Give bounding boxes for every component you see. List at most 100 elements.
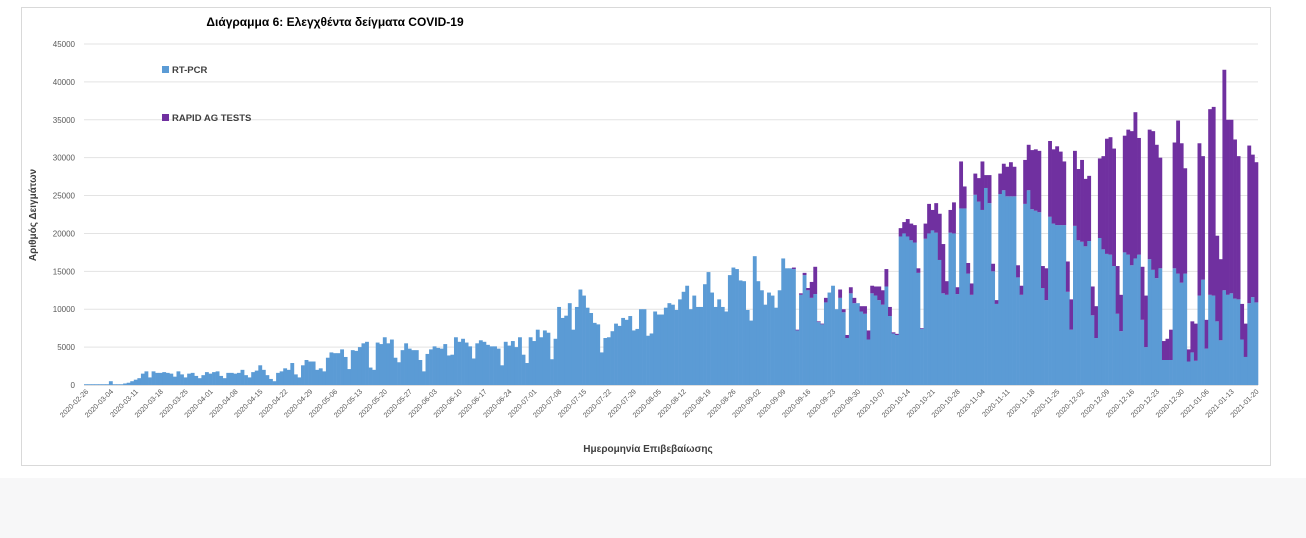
bar-rt-pcr (571, 329, 576, 385)
bar-rapid-ag (1254, 162, 1259, 303)
bar-rt-pcr (695, 306, 700, 385)
bar-rt-pcr (1144, 347, 1149, 385)
bar-rt-pcr (574, 306, 579, 385)
bar-rt-pcr (1012, 196, 1017, 385)
bar-rapid-ag (1193, 323, 1198, 361)
bar-rapid-ag (888, 306, 892, 317)
bar-rt-pcr (1087, 241, 1092, 385)
bar-rt-pcr (510, 341, 515, 385)
bar-rt-pcr (813, 294, 818, 385)
bar-rt-pcr (503, 341, 508, 385)
bar-rapid-ag (1062, 161, 1067, 226)
bar-rapid-ag (848, 287, 853, 294)
bar-rt-pcr (909, 240, 914, 385)
bar-rt-pcr (354, 350, 359, 385)
bar-rt-pcr (841, 312, 846, 385)
bar-rapid-ag (966, 262, 971, 274)
bar-rapid-ag (987, 175, 992, 204)
bar-rapid-ag (866, 330, 871, 340)
bar-rapid-ag (1030, 150, 1035, 210)
bar-rt-pcr (290, 363, 295, 385)
bar-rt-pcr (710, 292, 714, 385)
bar-rapid-ag (873, 286, 878, 296)
bar-rt-pcr (688, 309, 693, 385)
y-tick-label: 20000 (53, 229, 76, 238)
bar-rt-pcr (94, 384, 99, 385)
bar-rt-pcr (1204, 348, 1209, 385)
bar-rapid-ag (1126, 129, 1131, 255)
bar-rt-pcr (112, 384, 117, 385)
bar-rt-pcr (638, 309, 643, 385)
bar-rapid-ag (902, 222, 907, 234)
bar-rapid-ag (1058, 151, 1063, 226)
bar-rt-pcr (133, 379, 138, 385)
bar-rt-pcr (685, 285, 690, 385)
bar-rt-pcr (809, 297, 814, 385)
bar-rt-pcr (375, 342, 380, 385)
bar-rapid-ag (1218, 259, 1223, 341)
bar-rapid-ag (809, 281, 814, 298)
bar-rt-pcr (1119, 331, 1124, 385)
bar-rt-pcr (788, 268, 793, 385)
bar-rapid-ag (1144, 295, 1149, 348)
bar-rt-pcr (528, 337, 533, 385)
bar-rt-pcr (425, 353, 430, 385)
bar-rt-pcr (546, 332, 551, 385)
bar-rt-pcr (1040, 288, 1045, 385)
bar-rt-pcr (599, 352, 604, 385)
bar-rapid-ag (1069, 299, 1074, 330)
bar-rt-pcr (905, 236, 910, 385)
bar-rt-pcr (489, 346, 494, 385)
bar-rt-pcr (1161, 359, 1166, 385)
bar-rt-pcr (1190, 352, 1195, 385)
bar-rt-pcr (130, 381, 135, 385)
bar-rt-pcr (727, 275, 732, 385)
bar-rapid-ag (859, 306, 864, 312)
bar-rt-pcr (443, 344, 448, 385)
bar-rapid-ag (930, 209, 935, 231)
bar-rt-pcr (1044, 300, 1049, 385)
bar-rapid-ag (1044, 268, 1049, 301)
bar-rt-pcr (884, 286, 889, 385)
bar-rt-pcr (539, 337, 544, 385)
bar-rapid-ag (1247, 145, 1252, 304)
bar-rt-pcr (421, 371, 426, 385)
bar-rapid-ag (1033, 149, 1038, 211)
bar-rapid-ag (895, 333, 899, 335)
bar-rapid-ag (1076, 169, 1081, 241)
bar-rt-pcr (411, 350, 416, 385)
y-tick-label: 25000 (53, 192, 76, 201)
bar-rt-pcr (486, 344, 490, 385)
bar-rt-pcr (226, 372, 231, 385)
bar-rt-pcr (706, 272, 711, 385)
bar-rt-pcr (1065, 291, 1070, 385)
bar-rt-pcr (930, 230, 935, 385)
bar-rt-pcr (101, 384, 106, 385)
bar-rt-pcr (368, 367, 373, 385)
bar-rt-pcr (553, 338, 558, 385)
bar-rt-pcr (1240, 339, 1245, 385)
bar-rt-pcr (774, 307, 779, 385)
bar-rapid-ag (1137, 137, 1141, 255)
bar-rapid-ag (1048, 140, 1052, 217)
bar-rt-pcr (525, 363, 529, 385)
bar-rapid-ag (816, 321, 821, 323)
bar-rt-pcr (895, 334, 899, 385)
bar-rt-pcr (197, 378, 202, 385)
bar-rt-pcr (799, 294, 803, 385)
x-axis-ticks: 2020-02-262020-03-042020-03-112020-03-18… (58, 387, 1261, 419)
bar-rt-pcr (1112, 266, 1116, 385)
bar-rt-pcr (550, 359, 554, 385)
bar-rt-pcr (1129, 265, 1134, 385)
bar-rt-pcr (731, 267, 736, 385)
bar-rt-pcr (1183, 273, 1188, 385)
bar-rapid-ag (1197, 143, 1202, 296)
bar-rt-pcr (1073, 225, 1077, 385)
bar-rt-pcr (653, 311, 658, 385)
bar-rt-pcr (806, 290, 811, 385)
bar-rapid-ag (1108, 137, 1113, 255)
bar-rapid-ag (1151, 131, 1156, 270)
bar-rapid-ag (994, 300, 999, 304)
bar-rt-pcr (944, 294, 949, 385)
bar-rt-pcr (923, 238, 928, 385)
